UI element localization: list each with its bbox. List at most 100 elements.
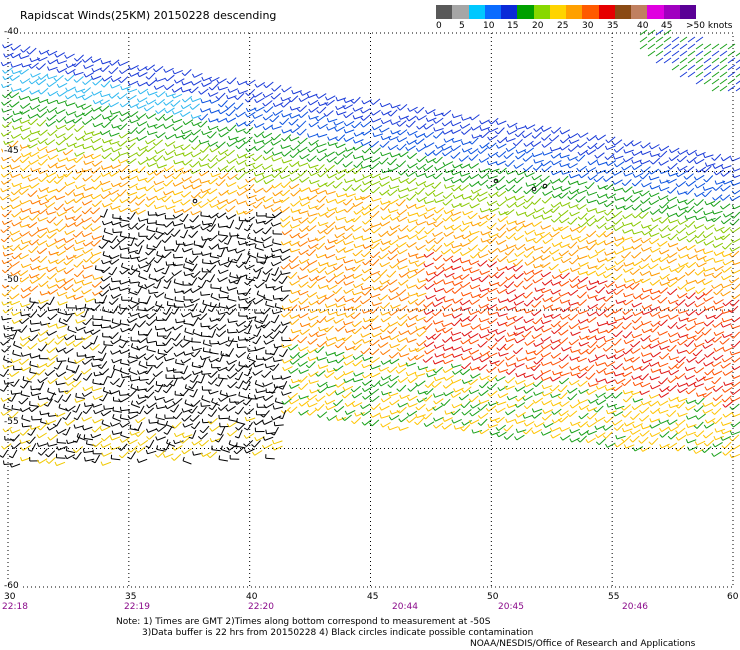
wind-barb-flag	[138, 360, 141, 365]
wind-barb-flag	[91, 91, 95, 96]
wind-barb	[381, 127, 390, 133]
wind-barb	[401, 271, 410, 278]
wind-barb	[228, 287, 238, 291]
wind-barb	[264, 356, 274, 362]
wind-barb-flag	[20, 208, 23, 213]
wind-barb-flag	[171, 249, 176, 253]
wind-barb-flag	[63, 238, 67, 243]
wind-barb	[256, 390, 266, 394]
wind-barb-flag	[208, 390, 211, 395]
wind-barb	[407, 145, 416, 152]
wind-barb	[472, 293, 482, 299]
wind-barb	[30, 310, 38, 318]
wind-barb	[453, 139, 463, 143]
wind-barb-flag	[333, 402, 337, 407]
wind-barb	[238, 261, 246, 269]
wind-barb	[146, 185, 155, 192]
wind-barb	[23, 152, 32, 158]
wind-barb	[49, 272, 57, 280]
wind-barb-flag	[180, 88, 184, 93]
wind-barb-flag	[297, 362, 301, 367]
wind-barb-flag	[99, 426, 103, 431]
wind-barb	[400, 319, 408, 327]
wind-barb-flag	[423, 304, 427, 308]
wind-barb-flag	[75, 326, 78, 331]
wind-barb-flag	[188, 234, 192, 238]
wind-barb	[344, 248, 354, 253]
wind-barb-flag	[172, 182, 176, 187]
wind-barb	[245, 168, 254, 174]
wind-barb	[380, 381, 389, 387]
wind-barb-flag	[174, 288, 176, 293]
wind-barb-flag	[235, 128, 238, 133]
wind-barb	[381, 102, 391, 108]
wind-barb	[354, 115, 364, 120]
wind-barb-flag	[128, 305, 132, 310]
wind-barb	[20, 394, 30, 398]
wind-barb-flag	[317, 173, 321, 178]
wind-barb-flag	[380, 376, 384, 381]
wind-barb	[362, 298, 371, 305]
wind-barb-flag	[82, 345, 86, 350]
wind-barb	[481, 381, 489, 389]
wind-barb	[489, 127, 499, 133]
wind-barb-flag	[369, 158, 373, 163]
wind-barb-flag	[414, 191, 419, 195]
wind-barb	[3, 178, 12, 185]
wind-barb-flag	[189, 308, 194, 312]
wind-barb	[12, 244, 20, 252]
wind-barb	[227, 298, 237, 302]
wind-barb-flag	[406, 412, 410, 417]
wind-barb-flag	[183, 224, 186, 229]
wind-barb-flag	[434, 297, 438, 302]
wind-barb	[427, 237, 436, 244]
wind-barb	[29, 364, 39, 368]
wind-barb-flag	[342, 187, 347, 192]
wind-barb-flag	[63, 246, 68, 251]
wind-barb	[209, 323, 218, 330]
wind-barb-flag	[155, 301, 158, 306]
wind-barb	[416, 133, 426, 138]
wind-barb	[265, 204, 274, 209]
wind-barb-flag	[245, 364, 249, 368]
wind-barb	[129, 196, 138, 204]
wind-barb	[137, 429, 145, 437]
wind-barb	[41, 343, 48, 352]
wind-barb-flag	[190, 403, 194, 407]
wind-barb	[200, 140, 210, 145]
wind-barb	[49, 434, 58, 441]
wind-barb	[120, 287, 129, 292]
wind-barb-flag	[73, 254, 76, 259]
wind-barb-flag	[226, 226, 231, 229]
wind-barb	[273, 133, 282, 141]
wind-barb-flag	[244, 265, 248, 270]
wind-barb	[94, 425, 102, 433]
wind-barb	[443, 145, 452, 151]
wind-barb	[408, 115, 417, 122]
wind-barb-flag	[101, 437, 105, 442]
wind-barb	[164, 453, 174, 458]
wind-barb-flag	[229, 232, 231, 237]
wind-barb	[390, 380, 398, 388]
wind-barb-flag	[459, 164, 463, 169]
wind-barb	[372, 306, 380, 314]
wind-barb-flag	[279, 199, 283, 203]
wind-barb	[308, 225, 317, 232]
wind-barb	[380, 366, 390, 372]
wind-barb	[453, 247, 462, 254]
wind-barb-flag	[191, 346, 194, 351]
wind-barb-flag	[414, 140, 418, 145]
wind-barb-flag	[63, 261, 67, 266]
wind-barb	[22, 292, 31, 299]
wind-barb	[310, 106, 319, 113]
wind-barb	[102, 60, 112, 65]
wind-barb-flag	[443, 376, 447, 381]
wind-barb	[489, 134, 498, 141]
wind-barb	[56, 457, 66, 459]
wind-barb	[428, 244, 436, 252]
wind-barb	[194, 244, 203, 247]
wind-barb-flag	[272, 102, 276, 107]
wind-barb	[317, 203, 325, 210]
wind-barb	[254, 240, 264, 244]
wind-barb	[282, 117, 290, 125]
